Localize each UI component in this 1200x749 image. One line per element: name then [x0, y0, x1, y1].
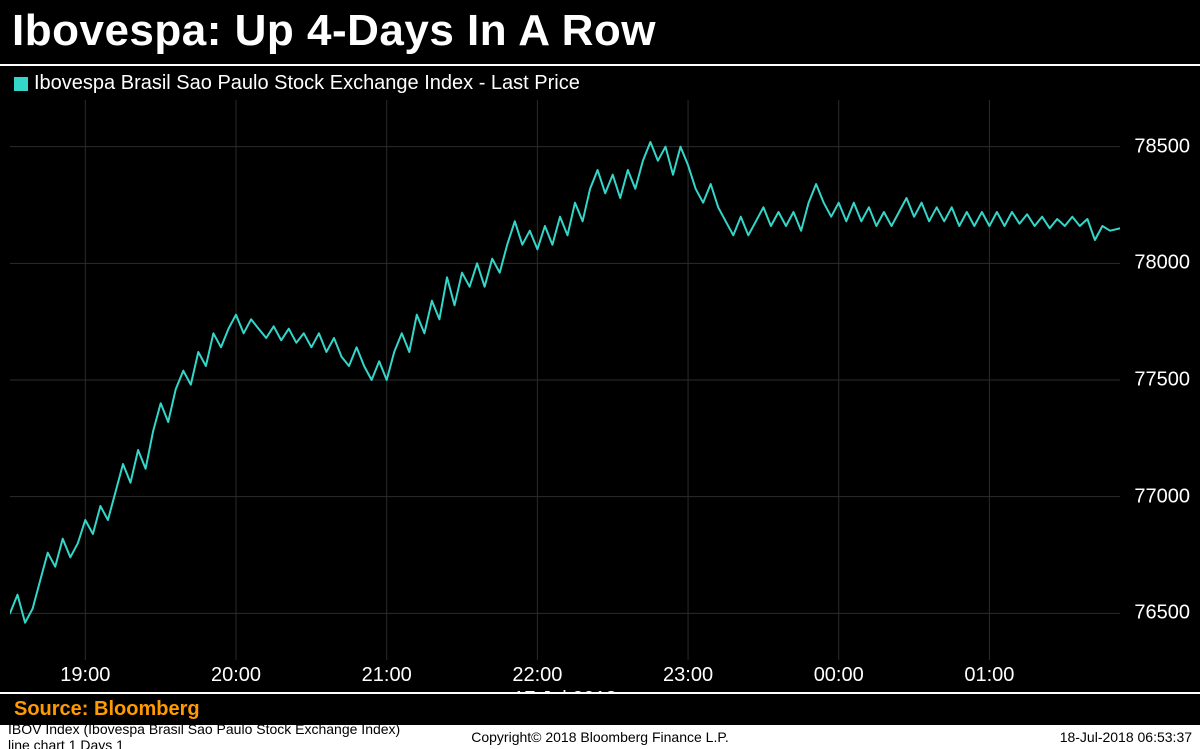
chart-area: Ibovespa Brasil Sao Paulo Stock Exchange…	[0, 66, 1200, 696]
x-tick-label: 22:00	[512, 664, 562, 687]
x-tick-label: 21:00	[362, 664, 412, 687]
y-tick-label: 78500	[1120, 135, 1190, 158]
page-title: Ibovespa: Up 4-Days In A Row	[12, 6, 1188, 56]
source-label: Source: Bloomberg	[14, 698, 200, 720]
title-bar: Ibovespa: Up 4-Days In A Row	[0, 0, 1200, 66]
line-chart-svg	[10, 100, 1120, 660]
legend-label: Ibovespa Brasil Sao Paulo Stock Exchange…	[34, 72, 580, 95]
legend-swatch	[14, 77, 28, 91]
footer-bar: IBOV Index (Ibovespa Brasil Sao Paulo St…	[0, 725, 1200, 749]
footer-left-text: IBOV Index (Ibovespa Brasil Sao Paulo St…	[8, 721, 403, 749]
y-tick-label: 77000	[1120, 485, 1190, 508]
y-tick-label: 76500	[1120, 602, 1190, 625]
legend: Ibovespa Brasil Sao Paulo Stock Exchange…	[14, 72, 580, 95]
x-tick-label: 00:00	[814, 664, 864, 687]
y-axis: 76500 77000 77500 78000 78500	[1120, 100, 1200, 660]
y-tick-label: 78000	[1120, 252, 1190, 275]
x-tick-label: 01:00	[964, 664, 1014, 687]
y-tick-label: 77500	[1120, 369, 1190, 392]
x-tick-label: 20:00	[211, 664, 261, 687]
footer-timestamp: 18-Jul-2018 06:53:37	[797, 729, 1192, 745]
plot-region	[10, 100, 1120, 660]
x-tick-label: 19:00	[60, 664, 110, 687]
footer-copyright: Copyright© 2018 Bloomberg Finance L.P.	[403, 729, 798, 745]
x-tick-label: 23:00	[663, 664, 713, 687]
